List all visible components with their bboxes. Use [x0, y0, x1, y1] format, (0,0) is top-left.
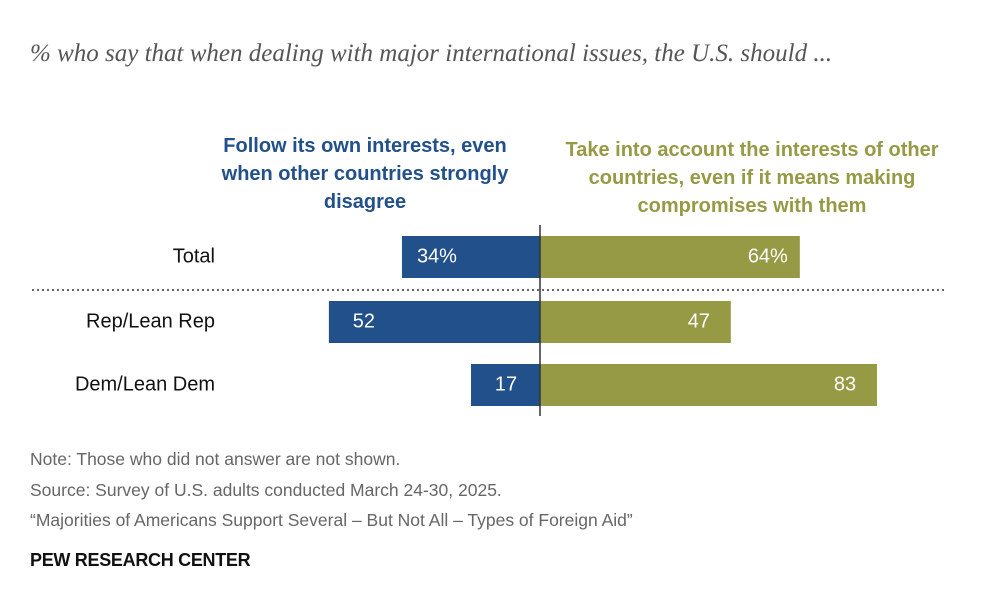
value-label: 52: [353, 310, 375, 332]
value-label: 64%: [748, 245, 788, 267]
value-label: 34%: [417, 245, 457, 267]
value-label: 83: [834, 373, 856, 395]
bar: [540, 364, 877, 406]
bar: [540, 236, 800, 278]
category-label: Dem/Lean Dem: [75, 373, 215, 395]
category-label: Rep/Lean Rep: [86, 310, 215, 332]
value-label: 17: [495, 373, 517, 395]
bar: [328, 301, 540, 343]
bar: [540, 301, 731, 343]
bar: [470, 364, 540, 406]
report-title: “Majorities of Americans Support Several…: [30, 510, 633, 530]
value-label: 47: [688, 310, 710, 332]
legend-header: Take into account the interests of other…: [565, 139, 939, 217]
category-label: Total: [173, 245, 215, 267]
legend-header: Follow its own interests, even when othe…: [221, 135, 509, 213]
organization: PEW RESEARCH CENTER: [30, 550, 251, 570]
source: Source: Survey of U.S. adults conducted …: [30, 480, 502, 500]
bar: [401, 236, 540, 278]
chart-title: % who say that when dealing with major i…: [30, 40, 833, 67]
note: Note: Those who did not answer are not s…: [30, 449, 401, 469]
